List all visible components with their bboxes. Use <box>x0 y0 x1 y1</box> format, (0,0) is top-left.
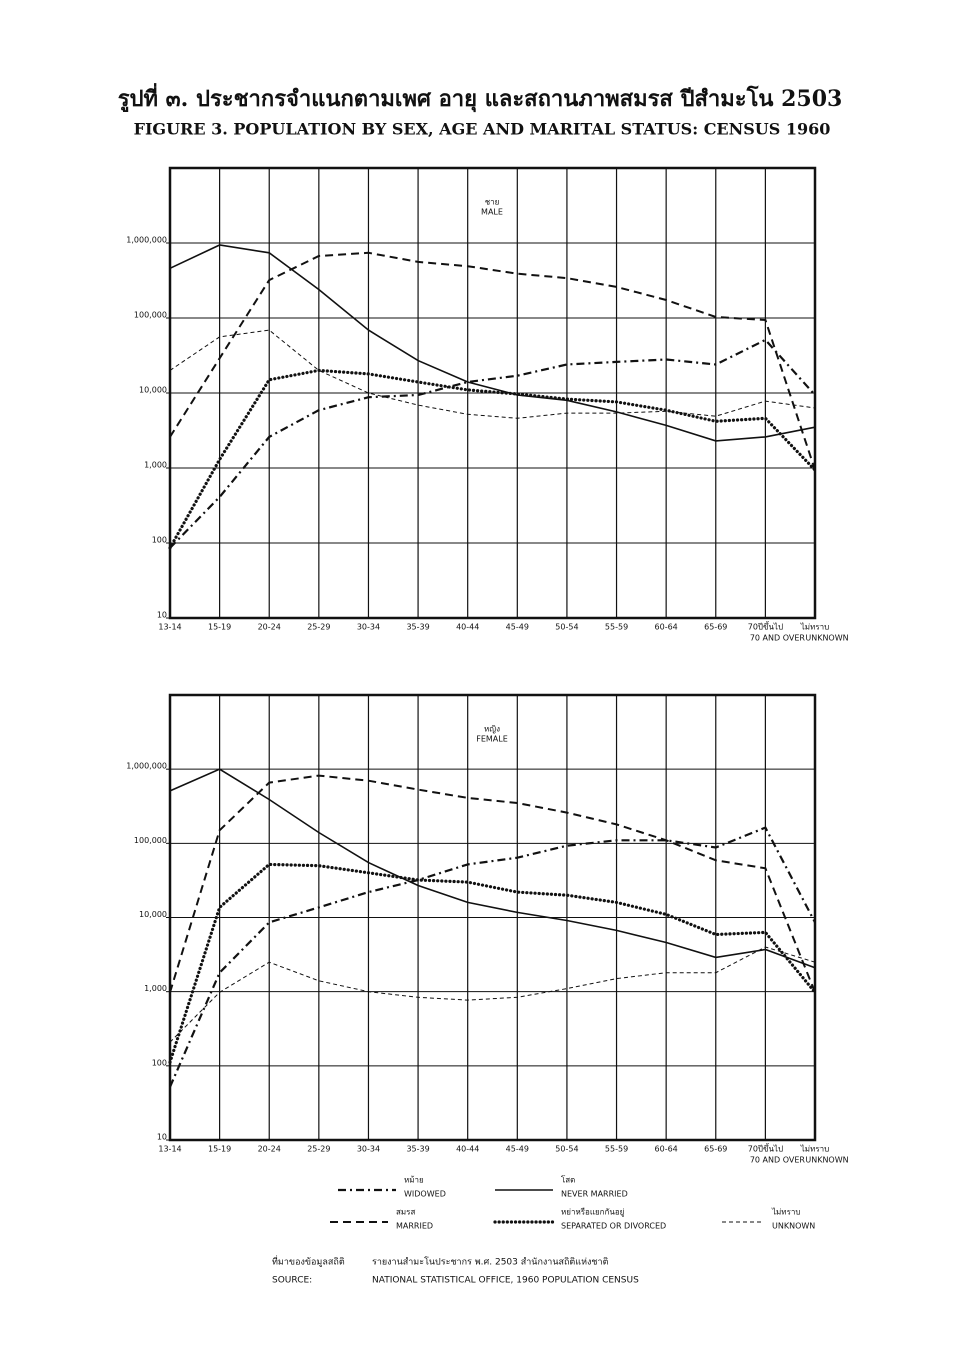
source-thai: รายงานสำมะโนประชากร พ.ศ. 2503 สำนักงานสถ… <box>372 1257 609 1268</box>
panel-label-thai: หญิง <box>484 725 500 734</box>
x-tick-label: 25-29 <box>307 1145 330 1154</box>
x-tick-label: 60-64 <box>655 1145 678 1154</box>
y-tick-label: 100 <box>152 536 167 545</box>
x-tick-label: 55-59 <box>605 1145 628 1154</box>
series-line <box>169 768 816 969</box>
legend-label-thai: หม้าย <box>404 1176 424 1185</box>
series-line <box>169 329 816 419</box>
legend-label: SEPARATED OR DIVORCED <box>561 1222 666 1231</box>
x-tick-label: 65-69 <box>704 1145 727 1154</box>
y-tick-label: 1,000,000 <box>126 762 167 771</box>
x-tick-label: 40-44 <box>456 1145 479 1154</box>
x-tick-label: 45-49 <box>506 1145 529 1154</box>
x-tick-label: 20-24 <box>258 623 281 632</box>
legend-label-thai: ไม่ทราบ <box>771 1208 800 1217</box>
x-tick-sublabel: 70 AND OVER <box>750 634 806 643</box>
x-tick-label: 70ปีขึ้นไป <box>748 1143 783 1154</box>
x-tick-label: ไม่ทราบ <box>800 1145 829 1154</box>
panel-label: MALE <box>481 208 503 217</box>
series-line <box>168 826 816 1088</box>
y-tick-label: 1,000 <box>144 461 167 470</box>
x-tick-label: 25-29 <box>307 623 330 632</box>
x-tick-label: 45-49 <box>506 623 529 632</box>
y-tick-label: 10 <box>157 1133 167 1142</box>
x-tick-label: 60-64 <box>655 623 678 632</box>
title-thai: รูปที่ ๓. ประชากรจำแนกตามเพศ อายุ และสถา… <box>118 82 843 113</box>
x-tick-label: 35-39 <box>406 623 429 632</box>
x-tick-label: ไม่ทราบ <box>800 623 829 632</box>
title: FIGURE 3. POPULATION BY SEX, AGE AND MAR… <box>134 120 831 139</box>
series-line <box>168 368 817 550</box>
x-tick-label: 15-19 <box>208 623 231 632</box>
x-tick-label: 15-19 <box>208 1145 231 1154</box>
source-label: SOURCE: <box>272 1276 312 1286</box>
legend-label: MARRIED <box>396 1222 433 1231</box>
y-tick-label: 1,000,000 <box>126 236 167 245</box>
y-tick-label: 1,000 <box>144 984 167 993</box>
y-tick-label: 10 <box>157 611 167 620</box>
legend-label-thai: โสด <box>561 1175 575 1185</box>
x-tick-sublabel: 70 AND OVER <box>750 1156 806 1165</box>
x-tick-sublabel: UNKNOWN <box>805 1156 848 1165</box>
x-tick-label: 35-39 <box>406 1145 429 1154</box>
y-tick-label: 10,000 <box>139 910 167 919</box>
legend-label: NEVER MARRIED <box>561 1190 628 1199</box>
x-tick-label: 13-14 <box>158 623 181 632</box>
legend-label-thai: หย่าหรือแยกกันอยู่ <box>561 1208 624 1218</box>
series-line <box>169 244 816 442</box>
x-tick-label: 65-69 <box>704 623 727 632</box>
y-tick-label: 100,000 <box>134 311 167 320</box>
source: NATIONAL STATISTICAL OFFICE, 1960 POPULA… <box>372 1276 639 1286</box>
x-tick-label: 50-54 <box>555 1145 578 1154</box>
plot-frame <box>168 166 817 620</box>
x-tick-label: 30-34 <box>357 623 380 632</box>
x-tick-label: 13-14 <box>158 1145 181 1154</box>
legend-label: UNKNOWN <box>772 1222 815 1231</box>
legend-label: WIDOWED <box>404 1190 446 1199</box>
y-tick-label: 100,000 <box>134 836 167 845</box>
series-line <box>169 338 816 549</box>
plot-frame <box>168 693 817 1142</box>
source-label-thai: ที่มาของข้อมูลสถิติ <box>272 1255 345 1268</box>
x-tick-sublabel: UNKNOWN <box>805 634 848 643</box>
panel-label-thai: ชาย <box>485 198 500 207</box>
x-tick-label: 50-54 <box>555 623 578 632</box>
series-line <box>168 862 817 1064</box>
panel-label: FEMALE <box>476 735 508 744</box>
x-tick-label: 30-34 <box>357 1145 380 1154</box>
x-tick-label: 55-59 <box>605 623 628 632</box>
x-tick-label: 20-24 <box>258 1145 281 1154</box>
x-tick-label: 70ปีขึ้นไป <box>748 621 783 632</box>
x-tick-label: 40-44 <box>456 623 479 632</box>
y-tick-label: 10,000 <box>139 386 167 395</box>
legend-label-thai: สมรส <box>396 1208 415 1217</box>
y-tick-label: 100 <box>152 1058 167 1067</box>
